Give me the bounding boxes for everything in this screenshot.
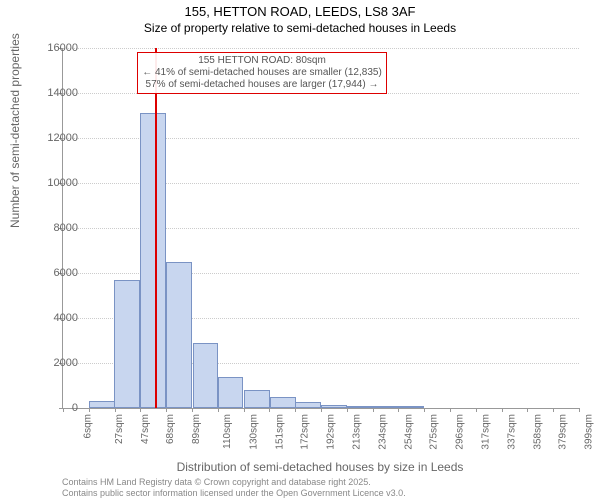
annotation-box: 155 HETTON ROAD: 80sqm← 41% of semi-deta… xyxy=(137,52,387,94)
xtick-mark xyxy=(244,408,245,412)
histogram-bar xyxy=(244,390,270,408)
credit-line-2: Contains public sector information licen… xyxy=(62,488,406,498)
xtick-label: 337sqm xyxy=(506,414,517,450)
x-axis-label: Distribution of semi-detached houses by … xyxy=(62,460,578,474)
xtick-label: 172sqm xyxy=(300,414,311,450)
xtick-mark xyxy=(218,408,219,412)
histogram-bar xyxy=(372,406,398,408)
xtick-mark xyxy=(321,408,322,412)
xtick-mark xyxy=(63,408,64,412)
chart-subtitle: Size of property relative to semi-detach… xyxy=(0,21,600,35)
histogram-bar xyxy=(295,402,321,408)
xtick-mark xyxy=(553,408,554,412)
xtick-label: 27sqm xyxy=(114,414,125,444)
xtick-mark xyxy=(373,408,374,412)
ytick-label: 6000 xyxy=(54,267,78,279)
histogram-chart: 155, HETTON ROAD, LEEDS, LS8 3AF Size of… xyxy=(0,0,600,500)
xtick-label: 192sqm xyxy=(326,414,337,450)
histogram-bar xyxy=(218,377,244,409)
xtick-label: 275sqm xyxy=(429,414,440,450)
xtick-label: 234sqm xyxy=(377,414,388,450)
annotation-line: 155 HETTON ROAD: 80sqm xyxy=(142,55,382,67)
xtick-label: 358sqm xyxy=(532,414,543,450)
ytick-label: 4000 xyxy=(54,312,78,324)
xtick-label: 68sqm xyxy=(165,414,176,444)
xtick-label: 317sqm xyxy=(481,414,492,450)
xtick-mark xyxy=(502,408,503,412)
xtick-label: 47sqm xyxy=(140,414,151,444)
chart-title: 155, HETTON ROAD, LEEDS, LS8 3AF xyxy=(0,4,600,19)
histogram-bar xyxy=(140,113,166,408)
xtick-mark xyxy=(166,408,167,412)
ytick-label: 0 xyxy=(72,402,78,414)
histogram-bar xyxy=(193,343,219,408)
xtick-mark xyxy=(579,408,580,412)
ytick-label: 12000 xyxy=(47,132,78,144)
ytick-label: 16000 xyxy=(47,42,78,54)
annotation-line: 57% of semi-detached houses are larger (… xyxy=(142,79,382,91)
xtick-label: 151sqm xyxy=(274,414,285,450)
histogram-bar xyxy=(398,406,424,408)
xtick-mark xyxy=(295,408,296,412)
ytick-label: 8000 xyxy=(54,222,78,234)
xtick-label: 379sqm xyxy=(558,414,569,450)
y-axis-label: Number of semi-detached properties xyxy=(8,33,22,228)
xtick-label: 399sqm xyxy=(584,414,595,450)
xtick-label: 296sqm xyxy=(455,414,466,450)
ytick-label: 2000 xyxy=(54,357,78,369)
histogram-bar xyxy=(166,262,192,408)
marker-line xyxy=(155,48,157,408)
xtick-mark xyxy=(476,408,477,412)
xtick-mark xyxy=(347,408,348,412)
xtick-label: 110sqm xyxy=(222,414,233,449)
xtick-mark xyxy=(89,408,90,412)
xtick-mark xyxy=(424,408,425,412)
annotation-line: ← 41% of semi-detached houses are smalle… xyxy=(142,67,382,79)
ytick-label: 10000 xyxy=(47,177,78,189)
xtick-mark xyxy=(140,408,141,412)
xtick-mark xyxy=(398,408,399,412)
xtick-label: 130sqm xyxy=(248,414,259,450)
credit-line-1: Contains HM Land Registry data © Crown c… xyxy=(62,477,406,487)
xtick-label: 89sqm xyxy=(191,414,202,444)
histogram-bar xyxy=(89,401,115,408)
xtick-mark xyxy=(527,408,528,412)
xtick-label: 213sqm xyxy=(352,414,363,450)
ytick-label: 14000 xyxy=(47,87,78,99)
histogram-bar xyxy=(347,406,373,408)
histogram-bar xyxy=(270,397,296,408)
xtick-mark xyxy=(192,408,193,412)
xtick-label: 254sqm xyxy=(403,414,414,450)
histogram-bar xyxy=(114,280,140,408)
xtick-mark xyxy=(115,408,116,412)
xtick-mark xyxy=(269,408,270,412)
credit-text: Contains HM Land Registry data © Crown c… xyxy=(62,477,406,498)
histogram-bar xyxy=(321,405,347,408)
plot-area: 155 HETTON ROAD: 80sqm← 41% of semi-deta… xyxy=(62,48,579,409)
xtick-label: 6sqm xyxy=(82,414,93,438)
xtick-mark xyxy=(450,408,451,412)
grid-line xyxy=(63,48,579,49)
